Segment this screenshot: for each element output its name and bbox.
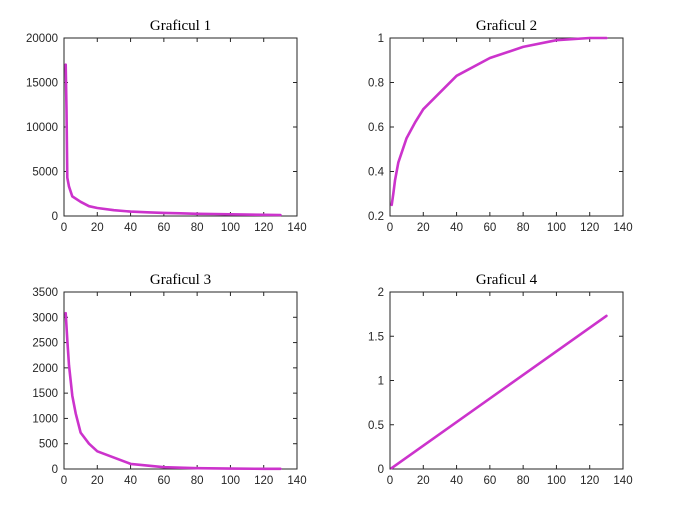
subplot-1: Graficul 1 0 20 40 60 80 100 120 140 0 5000 10000 15… — [26, 18, 307, 234]
chart-title: Graficul 4 — [476, 272, 538, 288]
x-tick-label: 80 — [517, 475, 530, 487]
x-tick-label: 40 — [450, 222, 463, 234]
axes-box — [63, 37, 298, 217]
x-tick-label: 120 — [580, 222, 599, 234]
y-tick-label: 1500 — [32, 388, 58, 400]
axes-box — [389, 37, 624, 217]
axes-box — [389, 291, 624, 470]
y-tick-label: 20000 — [26, 33, 58, 45]
y-tick-label: 1 — [378, 376, 384, 388]
chart-title: Graficul 1 — [150, 18, 211, 34]
chart-title: Graficul 3 — [150, 272, 211, 288]
y-tick-label: 5000 — [32, 167, 58, 179]
subplot-3: Graficul 3 0 20 40 60 80 100 120 140 0 500 1000 1500… — [32, 272, 306, 487]
subplot-2: Graficul 2 0 20 40 60 80 100 120 140 0.2 0.4 0.6 0.8… — [368, 18, 633, 234]
x-tick-label: 60 — [483, 475, 496, 487]
y-tick-label: 3500 — [32, 287, 58, 299]
x-tick-label: 80 — [191, 222, 204, 234]
series-line — [64, 311, 282, 471]
x-tick-label: 120 — [254, 475, 273, 487]
x-tick-label: 20 — [91, 222, 104, 234]
x-tick-label: 100 — [547, 475, 566, 487]
x-tick-label: 0 — [387, 222, 393, 234]
x-tick-label: 40 — [124, 222, 137, 234]
y-tick-label: 1 — [378, 33, 384, 45]
x-tick-label: 20 — [417, 475, 430, 487]
x-tick-label: 140 — [287, 475, 306, 487]
y-tick-label: 0.5 — [368, 420, 384, 432]
y-tick-label: 10000 — [26, 122, 58, 134]
x-tick-label: 0 — [61, 475, 67, 487]
x-tick-label: 120 — [254, 222, 273, 234]
y-tick-label: 0 — [52, 211, 58, 223]
x-tick-label: 100 — [221, 222, 240, 234]
chart-title: Graficul 2 — [476, 18, 537, 34]
x-tick-label: 100 — [547, 222, 566, 234]
series-line — [64, 63, 282, 217]
x-tick-label: 20 — [91, 475, 104, 487]
y-tick-label: 2 — [378, 287, 384, 299]
x-tick-label: 140 — [613, 222, 632, 234]
x-tick-label: 0 — [61, 222, 67, 234]
y-tick-label: 2500 — [32, 338, 58, 350]
x-tick-label: 120 — [580, 475, 599, 487]
y-tick-label: 0.6 — [368, 122, 384, 134]
y-tick-label: 500 — [39, 439, 58, 451]
y-tick-label: 0.4 — [368, 167, 385, 179]
y-tick-label: 0 — [52, 464, 58, 476]
subplot-4: Graficul 4 0 20 40 60 80 100 120 140 0 0.5 1 1.5 2 — [368, 272, 633, 487]
y-tick-label: 0.2 — [368, 211, 384, 223]
series-line — [390, 36, 608, 207]
y-tick-label: 1.5 — [368, 331, 384, 343]
y-tick-label: 2000 — [32, 363, 58, 375]
y-tick-label: 0.8 — [368, 78, 384, 90]
x-tick-label: 100 — [221, 475, 240, 487]
x-tick-label: 140 — [613, 475, 632, 487]
x-tick-label: 40 — [124, 475, 137, 487]
x-tick-label: 60 — [157, 475, 170, 487]
series-line — [390, 314, 608, 470]
y-tick-label: 1000 — [32, 413, 58, 425]
x-tick-label: 40 — [450, 475, 463, 487]
x-tick-label: 80 — [517, 222, 530, 234]
x-tick-label: 20 — [417, 222, 430, 234]
x-tick-label: 60 — [483, 222, 496, 234]
x-tick-label: 60 — [157, 222, 170, 234]
y-tick-label: 15000 — [26, 78, 58, 90]
x-tick-label: 140 — [287, 222, 306, 234]
x-tick-label: 0 — [387, 475, 393, 487]
x-tick-label: 80 — [191, 475, 204, 487]
axes-box — [63, 291, 298, 470]
y-tick-label: 3000 — [32, 312, 58, 324]
y-tick-label: 0 — [378, 464, 384, 476]
